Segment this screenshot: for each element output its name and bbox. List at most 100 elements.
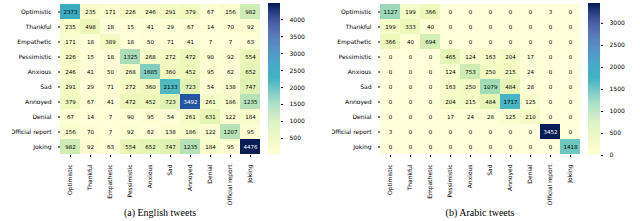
svg-text:0: 0 bbox=[409, 144, 413, 150]
svg-text:24: 24 bbox=[467, 114, 474, 120]
svg-text:Empathetic: Empathetic bbox=[426, 165, 434, 199]
svg-text:291: 291 bbox=[65, 84, 76, 90]
svg-text:0: 0 bbox=[509, 24, 513, 30]
svg-text:0: 0 bbox=[489, 9, 493, 15]
svg-text:2000: 2000 bbox=[290, 84, 305, 91]
svg-text:Annoyed: Annoyed bbox=[506, 164, 514, 191]
svg-text:0: 0 bbox=[469, 144, 473, 150]
svg-text:Joking: Joking bbox=[352, 143, 371, 151]
svg-text:Official report: Official report bbox=[546, 164, 554, 205]
svg-text:0: 0 bbox=[549, 24, 553, 30]
svg-text:199: 199 bbox=[385, 24, 396, 30]
svg-text:Pessimistic: Pessimistic bbox=[126, 165, 133, 198]
svg-text:0: 0 bbox=[409, 69, 413, 75]
svg-text:124: 124 bbox=[465, 54, 476, 60]
svg-text:0: 0 bbox=[610, 151, 614, 158]
svg-text:0: 0 bbox=[549, 84, 553, 90]
svg-text:Pessimistic: Pessimistic bbox=[446, 165, 453, 198]
svg-text:0: 0 bbox=[449, 129, 453, 135]
svg-text:3452: 3452 bbox=[544, 129, 558, 135]
svg-text:Thankful: Thankful bbox=[86, 164, 93, 191]
svg-text:0: 0 bbox=[549, 144, 553, 150]
svg-text:67: 67 bbox=[187, 24, 194, 30]
svg-text:235: 235 bbox=[85, 9, 96, 15]
svg-text:Empathetic: Empathetic bbox=[337, 38, 371, 46]
svg-text:1235: 1235 bbox=[244, 99, 258, 105]
svg-text:0: 0 bbox=[449, 24, 453, 30]
svg-text:0: 0 bbox=[489, 24, 493, 30]
svg-text:210: 210 bbox=[525, 114, 536, 120]
svg-text:291: 291 bbox=[165, 9, 176, 15]
svg-text:40: 40 bbox=[427, 24, 434, 30]
svg-text:Anxious: Anxious bbox=[28, 68, 52, 75]
svg-text:Optimistic: Optimistic bbox=[21, 8, 52, 16]
svg-text:261: 261 bbox=[205, 99, 216, 105]
svg-text:1000: 1000 bbox=[610, 107, 625, 114]
svg-text:Sad: Sad bbox=[166, 164, 173, 175]
svg-text:0: 0 bbox=[549, 114, 553, 120]
svg-text:272: 272 bbox=[165, 54, 176, 60]
svg-text:360: 360 bbox=[145, 84, 156, 90]
svg-text:0: 0 bbox=[429, 114, 433, 120]
svg-text:2500: 2500 bbox=[290, 67, 305, 74]
svg-text:0: 0 bbox=[489, 129, 493, 135]
svg-text:0: 0 bbox=[389, 69, 393, 75]
svg-text:204: 204 bbox=[505, 54, 516, 60]
svg-text:95: 95 bbox=[207, 69, 214, 75]
svg-text:138: 138 bbox=[165, 129, 176, 135]
svg-text:67: 67 bbox=[67, 114, 74, 120]
svg-text:465: 465 bbox=[445, 54, 456, 60]
svg-text:652: 652 bbox=[245, 69, 256, 75]
svg-text:90: 90 bbox=[207, 54, 214, 60]
svg-text:70: 70 bbox=[227, 24, 234, 30]
svg-text:0: 0 bbox=[429, 99, 433, 105]
svg-text:95: 95 bbox=[247, 129, 254, 135]
svg-text:0: 0 bbox=[529, 39, 533, 45]
svg-text:163: 163 bbox=[485, 54, 496, 60]
svg-text:0: 0 bbox=[569, 99, 573, 105]
svg-text:0: 0 bbox=[389, 99, 393, 105]
svg-text:0: 0 bbox=[569, 84, 573, 90]
svg-text:40: 40 bbox=[407, 39, 414, 45]
svg-text:982: 982 bbox=[245, 9, 256, 15]
svg-text:204: 204 bbox=[445, 99, 456, 105]
svg-text:0: 0 bbox=[569, 39, 573, 45]
svg-text:92: 92 bbox=[127, 129, 134, 135]
svg-text:54: 54 bbox=[207, 84, 214, 90]
svg-text:95: 95 bbox=[227, 144, 234, 150]
svg-text:18: 18 bbox=[107, 24, 114, 30]
svg-text:17: 17 bbox=[447, 114, 454, 120]
svg-text:0: 0 bbox=[469, 39, 473, 45]
svg-text:694: 694 bbox=[425, 39, 436, 45]
svg-text:14: 14 bbox=[207, 24, 214, 30]
svg-text:226: 226 bbox=[125, 9, 136, 15]
svg-text:Denial: Denial bbox=[32, 113, 51, 120]
svg-text:484: 484 bbox=[505, 84, 516, 90]
svg-text:Denial: Denial bbox=[206, 164, 213, 183]
svg-text:Official report: Official report bbox=[12, 128, 52, 136]
svg-text:0: 0 bbox=[409, 84, 413, 90]
svg-text:0: 0 bbox=[449, 9, 453, 15]
svg-text:125: 125 bbox=[525, 99, 536, 105]
svg-text:156: 156 bbox=[65, 129, 76, 135]
svg-text:723: 723 bbox=[165, 99, 176, 105]
svg-text:63: 63 bbox=[107, 144, 114, 150]
svg-text:15: 15 bbox=[87, 54, 94, 60]
svg-text:Denial: Denial bbox=[352, 113, 371, 120]
svg-text:28: 28 bbox=[527, 84, 534, 90]
svg-text:1207: 1207 bbox=[224, 129, 238, 135]
svg-text:Pessimistic: Pessimistic bbox=[19, 53, 52, 60]
svg-text:250: 250 bbox=[465, 84, 476, 90]
svg-text:0: 0 bbox=[389, 144, 393, 150]
svg-text:67: 67 bbox=[87, 99, 94, 105]
svg-text:Thankful: Thankful bbox=[344, 23, 371, 30]
svg-text:92: 92 bbox=[87, 144, 94, 150]
svg-text:7: 7 bbox=[209, 39, 213, 45]
svg-text:0: 0 bbox=[529, 129, 533, 135]
svg-text:Optimistic: Optimistic bbox=[66, 165, 74, 196]
svg-text:2500: 2500 bbox=[610, 41, 625, 48]
svg-text:18: 18 bbox=[87, 39, 94, 45]
svg-text:3: 3 bbox=[389, 129, 393, 135]
svg-text:379: 379 bbox=[185, 9, 196, 15]
svg-text:484: 484 bbox=[485, 99, 496, 105]
